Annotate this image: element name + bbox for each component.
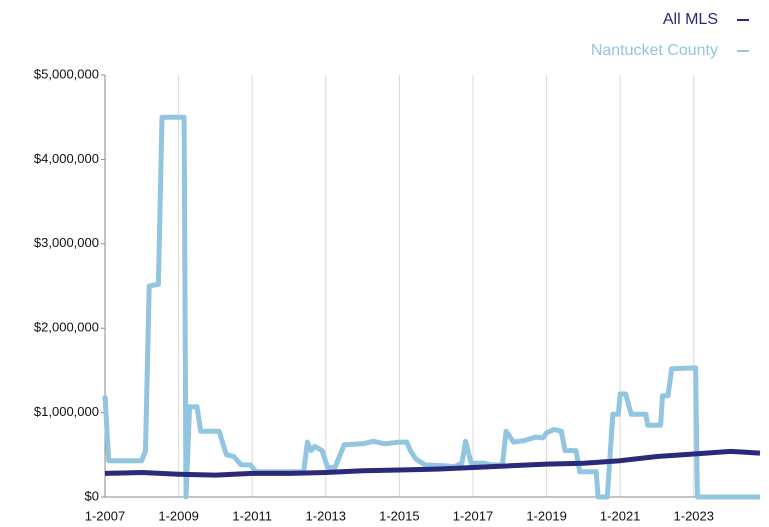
x-tick-label: 1-2021 [600, 508, 640, 523]
legend-label: All MLS [663, 11, 718, 28]
x-tick-label: 1-2013 [306, 508, 346, 523]
x-tick-label: 1-2023 [674, 508, 714, 523]
series-line [104, 448, 761, 478]
series-line [102, 114, 760, 500]
x-tick-label: 1-2007 [85, 508, 125, 523]
y-tick-label: $2,000,000 [34, 320, 99, 335]
y-tick-label: $5,000,000 [34, 66, 99, 81]
legend-label: Nantucket County [591, 42, 718, 59]
y-tick-label: $0 [85, 488, 99, 503]
y-tick-label: $4,000,000 [34, 151, 99, 166]
x-tick-label: 1-2017 [453, 508, 493, 523]
x-tick-label: 1-2009 [158, 508, 198, 523]
y-tick-label: $3,000,000 [34, 235, 99, 250]
y-tick-label: $1,000,000 [34, 404, 99, 419]
x-tick-label: 1-2019 [526, 508, 566, 523]
x-tick-label: 1-2011 [232, 508, 272, 523]
x-tick-label: 1-2015 [379, 508, 419, 523]
